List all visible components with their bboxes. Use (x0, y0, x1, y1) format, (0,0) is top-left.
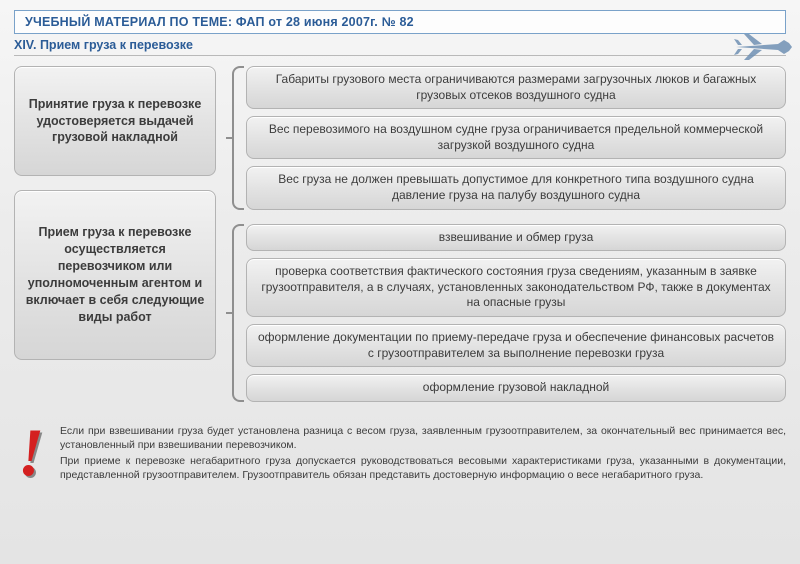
footer-paragraph-1: Если при взвешивании груза будет установ… (60, 424, 786, 452)
list-item: Вес перевозимого на воздушном судне груз… (246, 116, 786, 159)
group-2-items: взвешивание и обмер груза проверка соотв… (246, 224, 786, 402)
footer-text: Если при взвешивании груза будет установ… (60, 424, 786, 485)
left-card-1: Принятие груза к перевозке удостоверяетс… (14, 66, 216, 176)
footer-paragraph-2: При приеме к перевозке негабаритного гру… (60, 454, 786, 482)
list-item: оформление грузовой накладной (246, 374, 786, 402)
list-item: проверка соответствия фактического состо… (246, 258, 786, 317)
header-bar: УЧЕБНЫЙ МАТЕРИАЛ ПО ТЕМЕ: ФАП от 28 июня… (14, 10, 786, 34)
left-card-2: Прием груза к перевозке осуществляется п… (14, 190, 216, 360)
bracket-icon (226, 224, 246, 402)
list-item: взвешивание и обмер груза (246, 224, 786, 252)
exclamation-icon: ! (14, 424, 48, 482)
section-subtitle: XIV. Прием груза к перевозке (14, 38, 786, 56)
footer-note: ! Если при взвешивании груза будет устан… (0, 416, 800, 485)
group-2: взвешивание и обмер груза проверка соотв… (226, 224, 786, 402)
list-item: оформление документации по приему-переда… (246, 324, 786, 367)
bracket-icon (226, 66, 246, 210)
group-1-items: Габариты грузового места ограничиваются … (246, 66, 786, 210)
group-1: Габариты грузового места ограничиваются … (226, 66, 786, 210)
list-item: Габариты грузового места ограничиваются … (246, 66, 786, 109)
header-title: УЧЕБНЫЙ МАТЕРИАЛ ПО ТЕМЕ: ФАП от 28 июня… (25, 15, 775, 29)
left-column: Принятие груза к перевозке удостоверяетс… (14, 66, 216, 416)
right-column: Габариты грузового места ограничиваются … (226, 66, 786, 416)
plane-icon (734, 30, 794, 64)
list-item: Вес груза не должен превышать допустимое… (246, 166, 786, 209)
content-area: Принятие груза к перевозке удостоверяетс… (0, 66, 800, 416)
